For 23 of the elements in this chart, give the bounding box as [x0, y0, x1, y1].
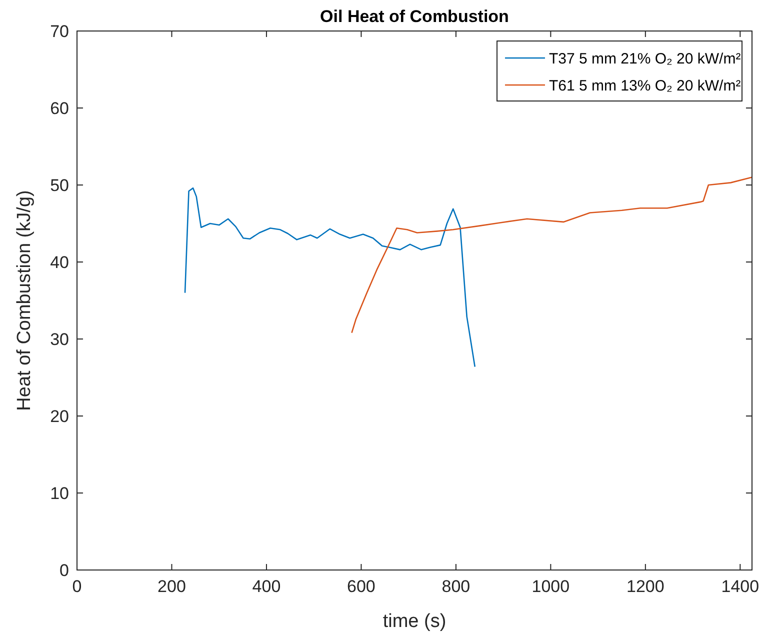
x-axis-title: time (s): [382, 611, 446, 632]
x-tick-label: 1400: [721, 577, 760, 596]
y-axis-title: Heat of Combustion (kJ/g): [14, 190, 35, 411]
y-tick-label: 30: [50, 330, 69, 349]
y-tick-label: 10: [50, 484, 69, 503]
y-tick-label: 40: [50, 252, 69, 272]
y-tick-label: 70: [50, 22, 69, 41]
chart-title: Oil Heat of Combustion: [320, 7, 509, 26]
x-tick-label: 1000: [532, 577, 570, 596]
x-tick-label: 200: [158, 577, 186, 596]
legend-label: T37 5 mm 21% O₂ 20 kW/m²: [549, 50, 741, 68]
y-tick-label: 20: [50, 406, 69, 426]
x-tick-label: 1200: [626, 577, 664, 596]
line-series: [184, 187, 476, 368]
x-tick-label: 0: [72, 577, 82, 596]
y-tick-label: 0: [60, 560, 69, 580]
y-tick-label: 50: [50, 176, 69, 195]
line-series: [351, 176, 753, 334]
legend-label: T61 5 mm 13% O₂ 20 kW/m²: [549, 77, 741, 94]
y-tick-label: 60: [50, 98, 69, 118]
x-tick-label: 600: [347, 577, 376, 596]
x-tick-label: 800: [442, 577, 470, 596]
x-tick-label: 400: [252, 577, 281, 596]
